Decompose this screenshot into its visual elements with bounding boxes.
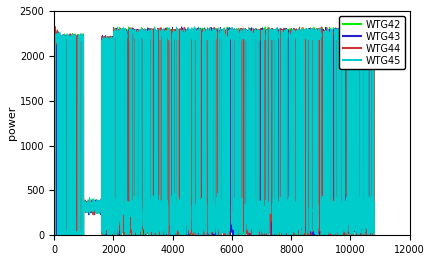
WTG44 xyxy=(65,234,70,237)
WTG45 xyxy=(51,41,57,45)
WTG43 xyxy=(52,234,57,237)
WTG42 xyxy=(372,215,377,218)
WTG43 xyxy=(279,206,284,210)
WTG44 xyxy=(53,25,58,28)
WTG45 xyxy=(372,224,377,227)
Legend: WTG42, WTG43, WTG44, WTG45: WTG42, WTG43, WTG44, WTG45 xyxy=(339,16,405,69)
WTG44 xyxy=(113,218,118,221)
WTG42 xyxy=(113,231,118,234)
Line: WTG44: WTG44 xyxy=(54,26,374,235)
WTG42 xyxy=(299,217,304,220)
WTG45 xyxy=(335,227,340,230)
WTG42 xyxy=(335,230,340,233)
WTG43 xyxy=(51,40,57,43)
Line: WTG42: WTG42 xyxy=(54,27,374,235)
WTG43 xyxy=(372,38,377,41)
WTG43 xyxy=(179,25,184,28)
WTG42 xyxy=(51,40,57,43)
WTG42 xyxy=(263,25,268,28)
WTG42 xyxy=(251,204,257,207)
WTG42 xyxy=(279,229,284,232)
WTG42 xyxy=(52,234,57,237)
Line: WTG43: WTG43 xyxy=(54,27,374,235)
WTG45 xyxy=(65,39,70,42)
WTG43 xyxy=(335,34,340,37)
WTG43 xyxy=(65,234,70,237)
Y-axis label: power: power xyxy=(7,106,17,140)
WTG45 xyxy=(251,230,257,233)
WTG45 xyxy=(299,233,304,237)
WTG44 xyxy=(279,233,284,236)
WTG44 xyxy=(299,212,304,215)
WTG44 xyxy=(372,33,377,36)
WTG44 xyxy=(335,29,340,32)
WTG44 xyxy=(51,36,57,39)
WTG44 xyxy=(53,234,58,237)
WTG45 xyxy=(279,32,284,35)
WTG43 xyxy=(299,31,304,34)
WTG45 xyxy=(53,234,58,237)
WTG45 xyxy=(113,228,118,232)
WTG43 xyxy=(113,208,118,211)
WTG44 xyxy=(251,32,257,36)
WTG45 xyxy=(192,25,197,28)
Line: WTG45: WTG45 xyxy=(54,27,374,235)
WTG42 xyxy=(65,234,70,237)
WTG43 xyxy=(251,32,257,35)
